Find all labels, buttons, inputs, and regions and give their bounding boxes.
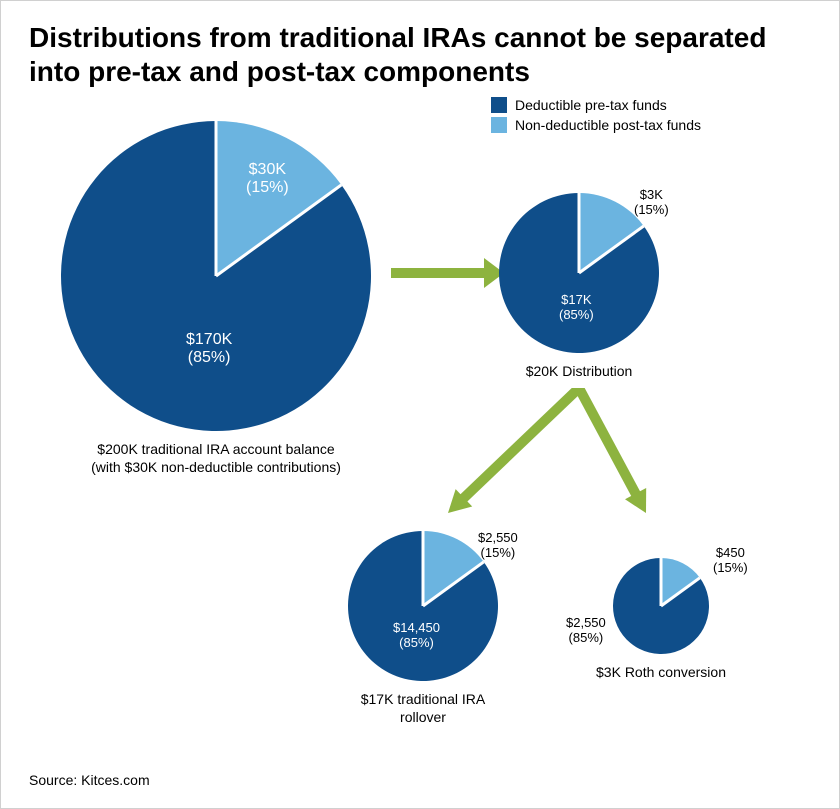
arrow-main-to-dist [391, 253, 504, 298]
pie-main-caption: $200K traditional IRA account balance(wi… [56, 441, 376, 476]
legend-swatch-posttax [491, 117, 507, 133]
pie-roll-caption: $17K traditional IRArollover [333, 691, 513, 726]
pie-main-ira [61, 121, 371, 431]
legend-label-pretax: Deductible pre-tax funds [515, 97, 667, 113]
legend-swatch-pretax [491, 97, 507, 113]
legend-label-posttax: Non-deductible post-tax funds [515, 117, 701, 133]
pie-rollover [348, 531, 498, 681]
infographic-canvas: Distributions from traditional IRAs cann… [0, 0, 840, 809]
chart-title: Distributions from traditional IRAs cann… [29, 21, 819, 88]
source-text: Source: Kitces.com [29, 772, 150, 788]
legend: Deductible pre-tax funds Non-deductible … [491, 97, 701, 137]
legend-item-posttax: Non-deductible post-tax funds [491, 117, 701, 133]
pie-roth [613, 558, 709, 654]
pie-dist-caption: $20K Distribution [489, 363, 669, 381]
pie-roth-posttax-value: $450 (15%) [713, 546, 748, 576]
legend-item-pretax: Deductible pre-tax funds [491, 97, 701, 113]
pie-roth-pretax-value: $2,550 (85%) [566, 616, 606, 646]
pie-roth-caption: $3K Roth conversion [571, 664, 751, 682]
pie-dist-posttax-value: $3K (15%) [634, 188, 669, 218]
pie-roll-posttax-value: $2,550 (15%) [478, 531, 518, 561]
arrow-split [418, 388, 676, 548]
